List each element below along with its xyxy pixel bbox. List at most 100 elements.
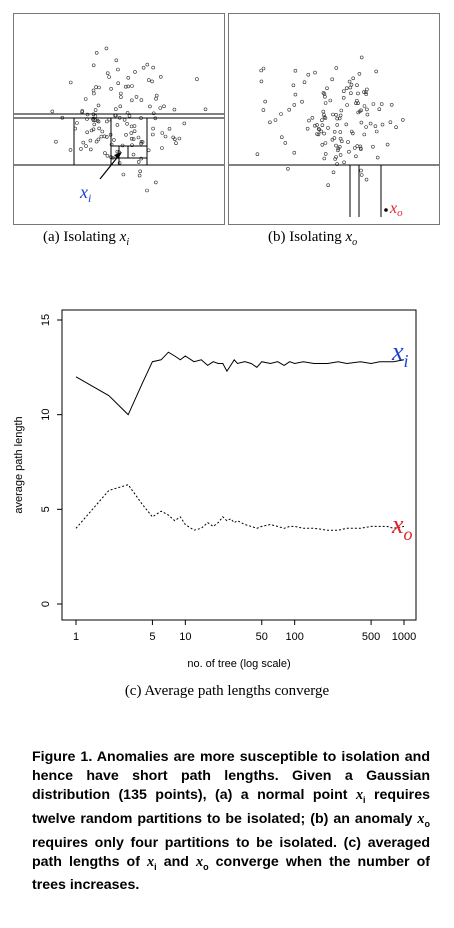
data-point bbox=[99, 134, 104, 139]
data-point bbox=[129, 124, 134, 129]
data-point bbox=[92, 122, 97, 127]
data-point bbox=[154, 96, 158, 101]
data-point bbox=[358, 109, 362, 114]
data-point bbox=[323, 152, 328, 156]
partition-lines-b bbox=[229, 164, 439, 217]
data-point bbox=[380, 122, 385, 127]
data-point bbox=[354, 154, 358, 159]
y-tick-label: 10 bbox=[40, 409, 52, 421]
data-point bbox=[50, 109, 55, 114]
data-point bbox=[130, 98, 134, 103]
data-point bbox=[97, 85, 101, 90]
data-point bbox=[344, 122, 349, 127]
data-point bbox=[351, 76, 355, 81]
data-point bbox=[338, 130, 343, 134]
data-point bbox=[355, 83, 359, 87]
point-label-xo: xo bbox=[389, 200, 403, 219]
data-point bbox=[83, 97, 88, 101]
data-point bbox=[364, 177, 369, 182]
data-point bbox=[330, 77, 334, 82]
data-point bbox=[115, 149, 120, 154]
path-length-chart: 0 5 10 15 1 5 10 50 100 500 1000 average path len… bbox=[0, 290, 454, 680]
data-point bbox=[364, 92, 368, 96]
data-point bbox=[335, 123, 339, 127]
data-point bbox=[104, 46, 109, 51]
series-lines bbox=[75, 351, 405, 531]
x-axis: 1 5 10 50 100 500 1000 bbox=[73, 620, 416, 643]
data-point bbox=[307, 118, 311, 123]
data-point bbox=[356, 91, 360, 96]
data-point bbox=[130, 84, 134, 88]
data-point bbox=[389, 103, 394, 107]
data-point bbox=[54, 139, 58, 144]
data-point bbox=[333, 157, 337, 161]
data-point bbox=[342, 160, 346, 165]
data-point bbox=[145, 188, 149, 193]
data-point bbox=[93, 108, 98, 112]
data-point bbox=[339, 108, 344, 113]
caption-panel-c: (c) Average path lengths converge bbox=[124, 683, 330, 699]
data-point bbox=[177, 136, 182, 141]
data-point bbox=[145, 62, 150, 67]
data-point bbox=[91, 118, 96, 122]
data-point bbox=[126, 84, 130, 89]
data-point bbox=[182, 121, 187, 126]
data-point bbox=[261, 108, 266, 112]
data-point bbox=[359, 173, 364, 177]
data-point bbox=[305, 126, 310, 131]
data-point bbox=[138, 169, 142, 174]
data-point bbox=[368, 121, 373, 126]
data-point bbox=[75, 121, 79, 125]
caption-panel-b: (b) Isolating xo bbox=[268, 229, 358, 248]
data-point bbox=[163, 134, 168, 139]
data-point bbox=[323, 116, 328, 120]
partition-plot-b: xo bbox=[229, 55, 439, 219]
data-point bbox=[133, 70, 137, 74]
data-point bbox=[147, 78, 151, 82]
data-point bbox=[107, 75, 111, 79]
data-point bbox=[322, 131, 326, 136]
y-tick-label: 0 bbox=[40, 601, 52, 607]
data-point bbox=[313, 123, 317, 128]
data-point bbox=[68, 148, 73, 152]
data-point bbox=[105, 71, 110, 76]
data-point bbox=[347, 149, 351, 154]
data-point bbox=[122, 118, 127, 122]
data-point bbox=[174, 141, 178, 145]
data-point bbox=[320, 118, 324, 122]
x-tick-label: 1000 bbox=[392, 631, 416, 643]
data-point bbox=[337, 116, 342, 121]
data-point bbox=[89, 147, 93, 152]
data-point bbox=[131, 137, 136, 141]
data-point bbox=[146, 148, 151, 153]
data-point bbox=[279, 135, 284, 139]
data-point bbox=[130, 143, 134, 147]
data-point bbox=[151, 65, 155, 70]
data-point bbox=[319, 129, 323, 134]
data-point bbox=[154, 180, 158, 185]
data-point bbox=[287, 107, 292, 112]
series-label-xi: xi bbox=[391, 337, 409, 371]
x-tick-label: 10 bbox=[179, 631, 191, 643]
data-point bbox=[300, 99, 304, 104]
partition-lines-a bbox=[14, 113, 224, 166]
data-point bbox=[100, 129, 105, 134]
series-line-xo bbox=[75, 484, 405, 531]
data-point bbox=[365, 107, 369, 112]
data-point bbox=[348, 85, 353, 90]
data-point bbox=[365, 112, 370, 117]
data-point bbox=[121, 172, 126, 177]
data-point bbox=[310, 116, 315, 120]
data-point bbox=[315, 123, 319, 127]
data-point bbox=[334, 113, 338, 117]
data-point bbox=[112, 138, 116, 142]
data-point bbox=[268, 120, 272, 125]
data-point bbox=[118, 104, 123, 109]
data-point bbox=[338, 153, 343, 157]
data-point bbox=[154, 93, 159, 98]
data-point bbox=[129, 131, 134, 135]
data-point bbox=[134, 95, 139, 99]
data-point bbox=[345, 103, 349, 107]
data-point bbox=[385, 142, 390, 147]
data-point bbox=[81, 140, 86, 145]
